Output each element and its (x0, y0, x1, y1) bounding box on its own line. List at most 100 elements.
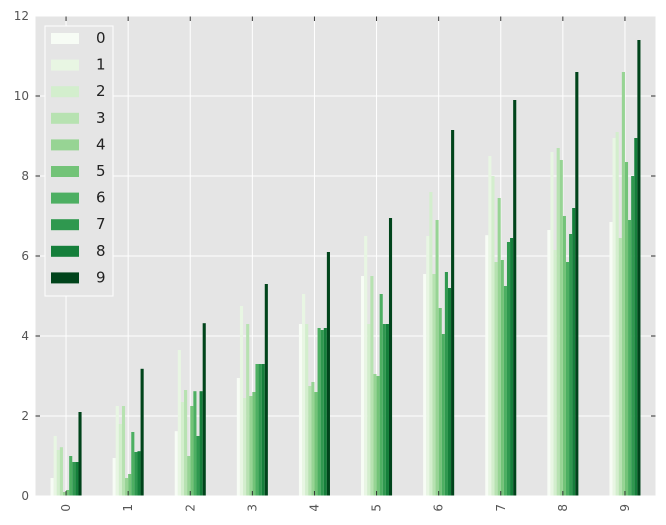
bar-series-6-cat-6 (441, 334, 445, 496)
bar-series-5-cat-6 (438, 308, 442, 496)
legend-swatch (51, 219, 79, 231)
bar-series-0-cat-7 (485, 235, 489, 496)
bar-series-6-cat-7 (503, 286, 507, 496)
bar-series-6-cat-8 (565, 262, 570, 496)
bar-series-4-cat-7 (497, 198, 501, 496)
bar-series-9-cat-7 (513, 100, 517, 496)
bar-series-7-cat-4 (320, 330, 324, 496)
bar-series-2-cat-9 (615, 132, 619, 496)
bar-series-6-cat-3 (255, 364, 259, 496)
legend-label: 5 (96, 162, 106, 180)
y-tick-label: 10 (14, 89, 29, 103)
bar-series-2-cat-1 (118, 424, 122, 496)
bar-series-9-cat-1 (140, 368, 144, 496)
bar-series-2-cat-2 (180, 402, 185, 496)
legend-swatch (51, 166, 79, 177)
bar-series-5-cat-9 (624, 162, 629, 496)
bar-series-2-cat-6 (429, 192, 433, 496)
legend-label: 7 (96, 215, 106, 233)
legend-swatch (51, 33, 79, 44)
bar-series-0-cat-0 (50, 478, 54, 496)
y-tick-label: 12 (14, 9, 29, 23)
bar-series-1-cat-8 (550, 152, 554, 496)
bar-series-7-cat-3 (258, 364, 262, 496)
bar-series-3-cat-0 (59, 447, 63, 496)
bar-series-0-cat-1 (112, 458, 116, 496)
x-tick-label: 9 (618, 504, 632, 512)
bar-series-1-cat-0 (53, 436, 57, 496)
legend-swatch (51, 192, 79, 204)
legend-swatch (51, 86, 79, 98)
bar-series-2-cat-7 (491, 176, 495, 496)
x-tick-label: 2 (183, 504, 197, 512)
bar-series-3-cat-2 (184, 390, 188, 496)
bar-series-6-cat-1 (131, 432, 135, 496)
bar-series-7-cat-2 (196, 436, 200, 496)
bar-series-3-cat-5 (370, 276, 374, 496)
bar-series-3-cat-4 (308, 386, 312, 496)
bar-series-7-cat-7 (506, 242, 511, 496)
bars (50, 40, 641, 496)
bar-series-3-cat-8 (556, 148, 560, 496)
bar-series-3-cat-1 (121, 406, 126, 496)
bar-series-2-cat-3 (243, 398, 247, 496)
x-tick-label: 0 (59, 504, 73, 512)
bar-series-2-cat-5 (367, 324, 371, 496)
bar-series-8-cat-3 (261, 364, 265, 496)
bar-series-6-cat-2 (193, 391, 197, 496)
bar-series-9-cat-5 (388, 218, 393, 496)
bar-series-4-cat-4 (311, 382, 315, 496)
bar-series-9-cat-6 (451, 130, 455, 496)
x-tick-label: 6 (432, 504, 446, 512)
bar-series-4-cat-2 (187, 456, 191, 496)
legend-label: 0 (96, 29, 106, 47)
bar-series-0-cat-4 (298, 324, 303, 496)
bar-series-6-cat-5 (379, 294, 383, 496)
bar-series-1-cat-3 (239, 306, 244, 496)
y-tick-label: 4 (21, 329, 29, 343)
bar-series-4-cat-6 (435, 220, 439, 496)
bar-series-5-cat-0 (66, 490, 70, 496)
x-tick-label: 5 (370, 504, 384, 512)
bar-series-4-cat-8 (559, 160, 563, 496)
bar-series-7-cat-9 (631, 176, 635, 496)
bar-series-4-cat-9 (621, 72, 625, 496)
bar-series-7-cat-0 (72, 462, 76, 496)
bar-series-8-cat-8 (572, 208, 576, 496)
bar-series-4-cat-3 (249, 396, 253, 496)
bar-series-9-cat-4 (326, 252, 330, 496)
bar-series-3-cat-3 (246, 324, 250, 496)
bar-series-0-cat-3 (236, 378, 240, 496)
bar-series-5-cat-7 (500, 260, 504, 496)
bar-series-2-cat-0 (56, 450, 60, 496)
bar-series-0-cat-9 (609, 222, 613, 496)
legend-label: 3 (96, 109, 106, 127)
bar-series-8-cat-0 (75, 462, 79, 496)
legend-label: 9 (96, 268, 106, 286)
legend-swatch (51, 59, 79, 71)
legend-label: 6 (96, 189, 106, 207)
bar-series-0-cat-5 (361, 276, 365, 496)
bar-series-5-cat-1 (128, 474, 132, 496)
x-tick-label: 8 (556, 504, 570, 512)
bar-series-8-cat-2 (199, 391, 203, 496)
bar-series-8-cat-6 (447, 288, 452, 496)
bar-series-1-cat-7 (488, 156, 492, 496)
legend-swatch (51, 139, 79, 151)
y-tick-label: 8 (21, 169, 29, 183)
y-tick-label: 6 (21, 249, 29, 263)
y-tick-label: 0 (21, 489, 29, 503)
bar-series-5-cat-3 (252, 392, 256, 496)
bar-series-1-cat-4 (302, 294, 306, 496)
bar-series-9-cat-8 (575, 72, 579, 496)
bar-series-3-cat-6 (432, 274, 436, 496)
legend-label: 8 (96, 242, 106, 260)
bar-series-7-cat-8 (569, 234, 573, 496)
bar-series-9-cat-9 (637, 40, 641, 496)
bar-series-9-cat-3 (264, 284, 268, 496)
bar-series-6-cat-0 (69, 456, 73, 496)
bar-series-4-cat-5 (373, 374, 377, 496)
